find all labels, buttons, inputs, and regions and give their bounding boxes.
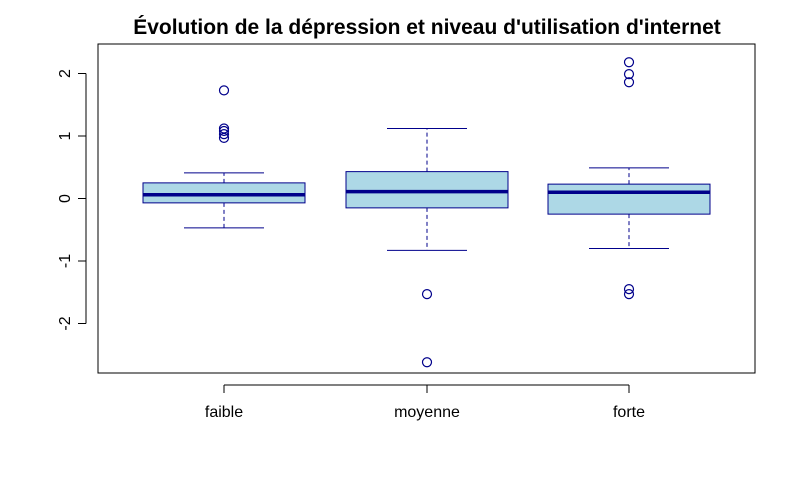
x-tick-label: forte xyxy=(613,404,645,421)
chart-title: Évolution de la dépression et niveau d'u… xyxy=(133,16,721,39)
y-tick-label: 0 xyxy=(57,194,74,203)
boxes xyxy=(142,57,711,368)
outlier-point xyxy=(623,77,635,88)
outlier-point xyxy=(218,132,230,143)
box-iqr xyxy=(345,171,509,209)
box-iqr xyxy=(142,182,306,204)
outlier-point xyxy=(623,69,635,80)
outlier-point xyxy=(623,57,635,68)
outlier-point xyxy=(218,129,230,140)
outlier-point xyxy=(218,125,230,137)
outlier-point xyxy=(421,289,433,300)
x-axis: faible moyenne forte xyxy=(205,384,645,421)
outlier-point xyxy=(218,85,230,96)
box-group xyxy=(142,85,306,229)
box-group xyxy=(345,128,509,368)
x-tick-label: faible xyxy=(205,404,243,421)
outlier-point xyxy=(421,357,433,368)
outlier-point xyxy=(623,289,635,300)
outlier-point xyxy=(623,284,635,295)
x-tick-label: moyenne xyxy=(394,404,460,421)
box-iqr xyxy=(547,183,711,215)
y-tick-label: 1 xyxy=(57,131,74,140)
y-axis: -2 -1 0 1 2 xyxy=(57,69,87,331)
plot-frame xyxy=(97,43,756,374)
y-tick-label: -1 xyxy=(57,254,74,268)
box-group xyxy=(547,57,711,300)
y-tick-label: 2 xyxy=(57,69,74,78)
y-tick-label: -2 xyxy=(57,316,74,330)
